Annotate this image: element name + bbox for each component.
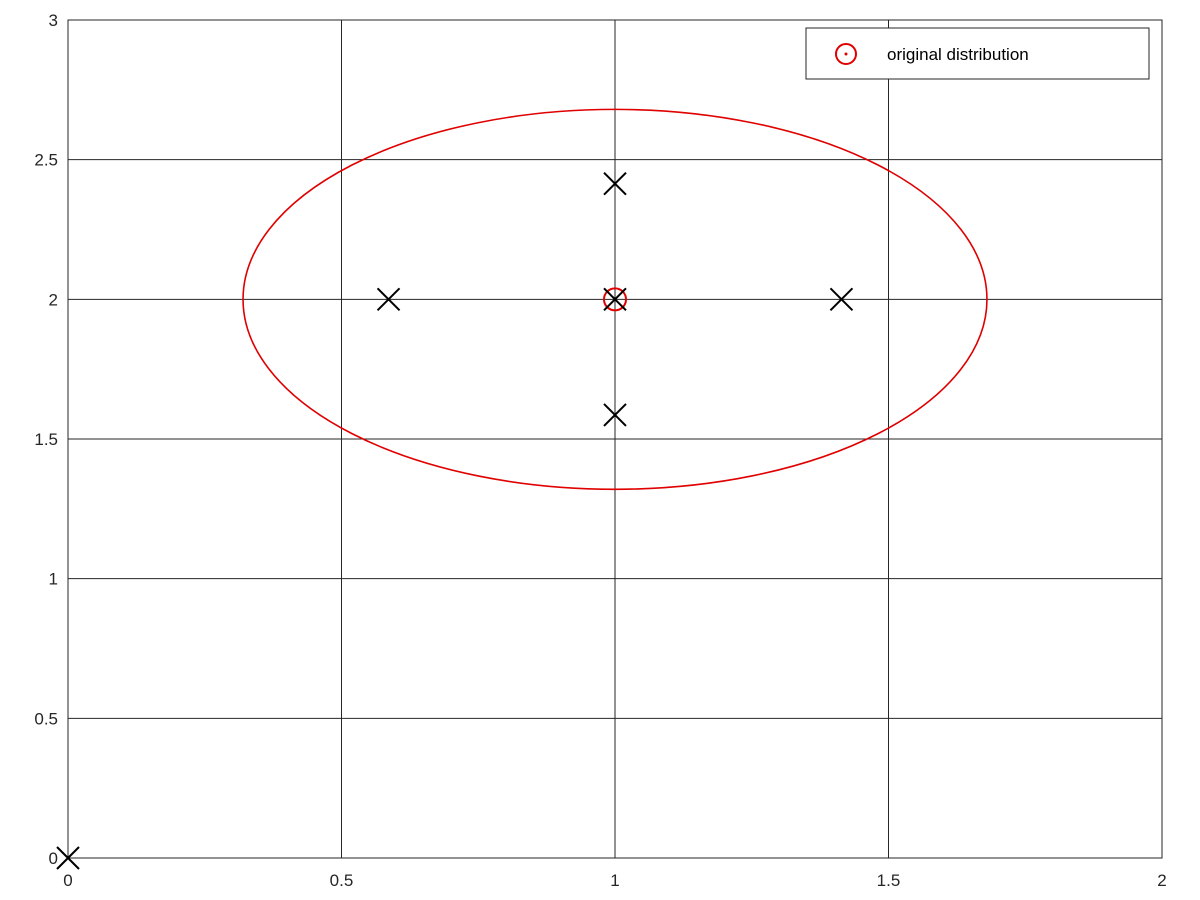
sigma-point-stroke-b	[603, 287, 627, 312]
sigma-point-marker	[56, 846, 80, 870]
sigma-point-marker	[603, 171, 627, 196]
sigma-point-stroke-b	[603, 171, 627, 196]
sigma-point-marker	[603, 403, 627, 427]
x-tick-label: 1.5	[877, 871, 901, 890]
axes-frame	[67, 19, 1163, 859]
covariance-ellipse	[242, 108, 988, 491]
legend-marker-circle	[835, 43, 857, 65]
y-tick-label: 0.5	[34, 709, 58, 728]
legend-marker-dot	[844, 52, 848, 56]
sigma-point-stroke-b	[56, 846, 80, 870]
legend: original distribution	[805, 27, 1150, 80]
sigma-point-stroke-b	[829, 287, 854, 312]
y-tick-label: 1.5	[34, 430, 58, 449]
tick-layer: 0 0.5 1 1.5 2 0 0.5 1 1.5 2 2.5 3	[34, 11, 1166, 890]
x-tick-label: 0	[63, 871, 72, 890]
sigma-point-stroke-b	[603, 403, 627, 427]
legend-box	[805, 27, 1150, 80]
sigma-point-marker	[829, 287, 854, 312]
x-tick-label: 0.5	[330, 871, 354, 890]
plot-layer	[56, 108, 988, 870]
sigma-point-marker	[603, 287, 627, 312]
grid-layer	[67, 19, 1163, 859]
sigma-point-marker	[376, 287, 401, 312]
y-tick-label: 2.5	[34, 151, 58, 170]
x-tick-label: 2	[1157, 871, 1166, 890]
y-tick-label: 3	[49, 11, 58, 30]
original-distribution-marker	[603, 287, 627, 312]
x-tick-label: 1	[610, 871, 619, 890]
sigma-point-stroke-b	[376, 287, 401, 312]
legend-label: original distribution	[887, 45, 1029, 64]
y-tick-label: 2	[49, 290, 58, 309]
y-tick-label: 0	[49, 849, 58, 868]
y-tick-label: 1	[49, 570, 58, 589]
